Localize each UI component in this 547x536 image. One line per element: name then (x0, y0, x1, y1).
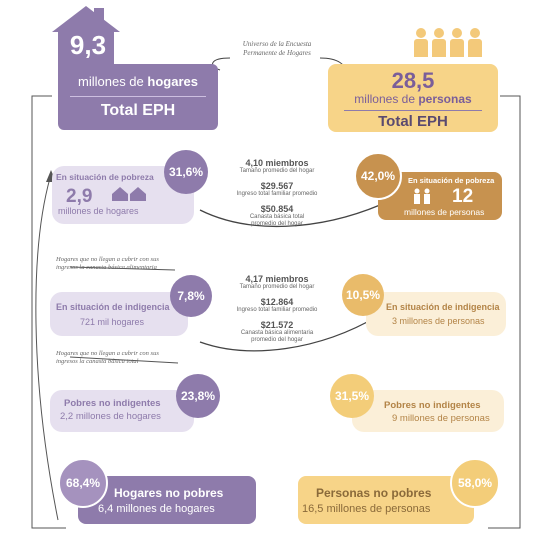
indigence-households-box: En situación de indigencia 721 mil hogar… (50, 292, 188, 336)
note-total: Hogares que no llegan a cubrir con sus i… (56, 350, 159, 365)
indigence-persons-percent: 10,5% (342, 274, 384, 316)
total-persons-card: 28,5 millones de personas Total EPH (328, 64, 498, 132)
eph-caption: Universo de la Encuesta Permanente de Ho… (242, 40, 312, 57)
non-poor-households-percent: 68,4% (58, 458, 108, 508)
note-alimentaria: Hogares que no llegan a cubrir con sus i… (56, 256, 159, 271)
non-poor-persons-percent: 58,0% (450, 458, 500, 508)
indigence-households-percent: 7,8% (170, 275, 212, 317)
non-indigent-households-box: Pobres no indigentes 2,2 millones de hog… (50, 390, 194, 432)
indigence-stats: 4,17 miembros Tamaño promedio del hogar … (236, 274, 318, 343)
poverty-households-number: 2,9 (66, 186, 93, 207)
people-icon (412, 28, 492, 68)
non-poor-persons-box: Personas no pobres 16,5 millones de pers… (298, 476, 474, 524)
total-households-number: 9,3 (69, 30, 107, 60)
non-indigent-persons-box: Pobres no indigentes 9 millones de perso… (352, 390, 504, 432)
houses-icon (112, 187, 146, 201)
house-icon (52, 6, 120, 32)
poverty-households-percent: 31,6% (164, 150, 208, 194)
total-persons-number: 28,5 (391, 68, 435, 93)
poverty-persons-number: 12 (452, 186, 474, 207)
persons-icon (414, 188, 430, 204)
poverty-stats: 4,10 miembros Tamaño promedio del hogar … (236, 158, 318, 227)
indigence-persons-box: En situación de indigencia 3 millones de… (366, 292, 506, 336)
non-indigent-households-percent: 23,8% (176, 374, 220, 418)
poverty-persons-percent: 42,0% (354, 152, 402, 200)
non-indigent-persons-percent: 31,5% (330, 374, 374, 418)
total-households-card: millones de hogares Total EPH (58, 64, 218, 130)
